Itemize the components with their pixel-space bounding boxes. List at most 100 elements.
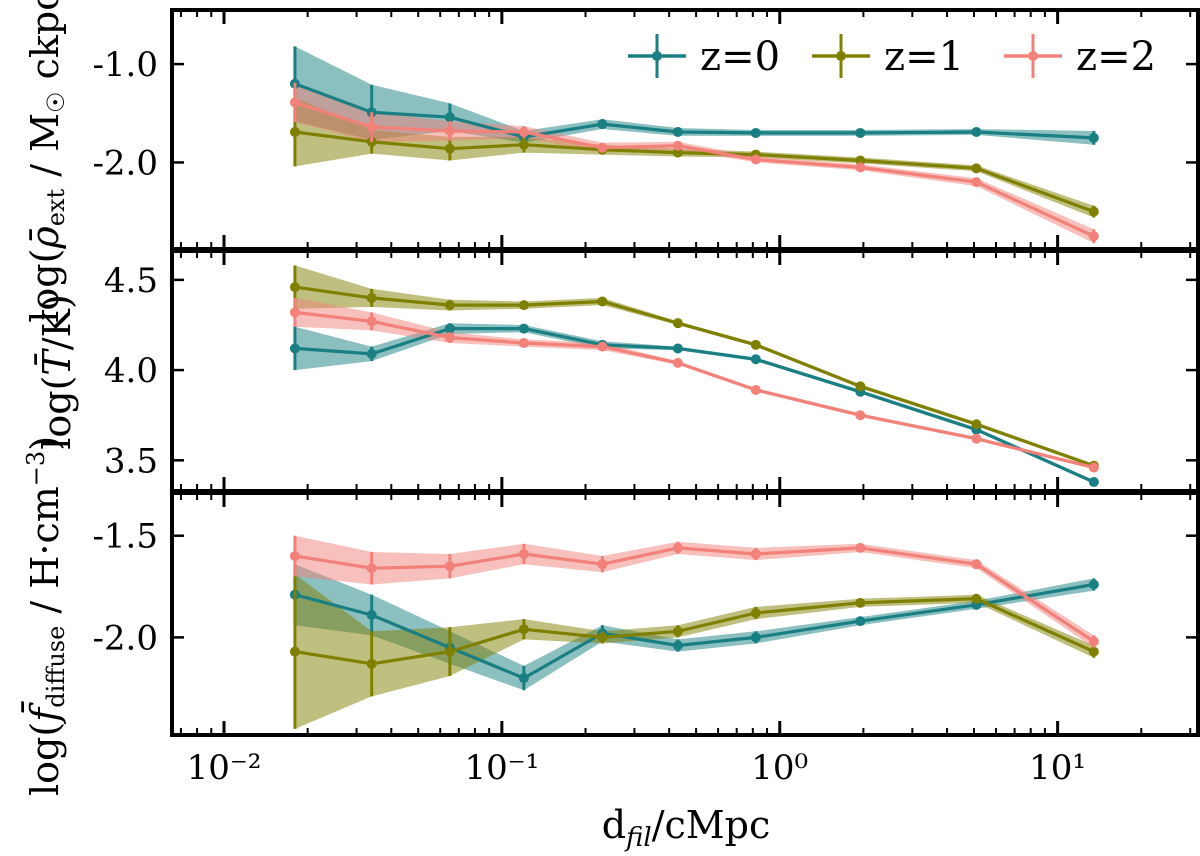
band-temp-z=2 [294, 297, 1094, 470]
point-rho-z=1 [672, 147, 683, 158]
point-rho-z=2 [1088, 231, 1099, 242]
line-rho-z=2 [294, 100, 1095, 238]
point-rho-z=2 [672, 140, 683, 151]
point-fdiffuse-z=1 [518, 624, 529, 635]
ytick-label-fdiffuse: -2.0 [92, 618, 158, 658]
point-rho-z=0 [597, 119, 608, 130]
point-rho-z=0 [1088, 132, 1099, 143]
point-temp-z=2 [366, 316, 377, 327]
point-temp-z=2 [971, 433, 982, 444]
point-temp-z=0 [289, 343, 300, 354]
point-temp-z=1 [855, 381, 866, 392]
ylabel-rho: log(ρ̄ext / M☉ ckpc−3) [23, 0, 70, 323]
point-rho-z=1 [1088, 206, 1099, 217]
point-fdiffuse-z=0 [1088, 579, 1099, 590]
ylabel-fdiffuse: log(f̄diffuse / H·cm−3) [22, 436, 70, 796]
point-fdiffuse-z=1 [1088, 646, 1099, 657]
legend-label-z=0: z=0 [700, 34, 780, 80]
point-temp-z=2 [672, 357, 683, 368]
point-fdiffuse-z=2 [366, 563, 377, 574]
frame-fdiffuse [170, 491, 1200, 737]
point-rho-z=0 [444, 112, 455, 123]
svg-text:log(f̄diffuse / H·cm−3): log(f̄diffuse / H·cm−3) [22, 436, 70, 796]
line-fdiffuse-z=0 [294, 582, 1095, 680]
point-fdiffuse-z=1 [289, 646, 300, 657]
legend-marker-z=2 [1028, 51, 1038, 61]
point-rho-z=0 [750, 127, 761, 138]
point-rho-z=1 [444, 143, 455, 154]
point-fdiffuse-z=0 [750, 632, 761, 643]
point-fdiffuse-z=0 [366, 610, 377, 621]
point-fdiffuse-z=1 [750, 607, 761, 618]
point-temp-z=1 [597, 296, 608, 307]
point-rho-z=2 [366, 122, 377, 133]
line-fdiffuse-z=1 [294, 597, 1095, 666]
band-fdiffuse-z=0 [294, 564, 1094, 691]
point-fdiffuse-z=0 [672, 640, 683, 651]
svg-text:log(T̄/K): log(T̄/K) [35, 294, 79, 450]
line-temp-z=2 [294, 310, 1095, 470]
band-temp-z=0 [294, 323, 1094, 484]
point-fdiffuse-z=2 [672, 542, 683, 553]
point-temp-z=1 [750, 339, 761, 350]
xtick-label: 10⁰ [751, 748, 808, 788]
point-fdiffuse-z=1 [366, 658, 377, 669]
point-fdiffuse-z=1 [855, 597, 866, 608]
point-temp-z=2 [518, 338, 529, 349]
point-temp-z=0 [672, 343, 683, 354]
ytick-label-rho: -1.0 [92, 45, 158, 85]
point-rho-z=1 [518, 139, 529, 150]
ytick-label-temp: 4.5 [104, 261, 158, 301]
point-fdiffuse-z=1 [597, 632, 608, 643]
band-rho-z=1 [294, 97, 1094, 218]
point-fdiffuse-z=1 [672, 626, 683, 637]
line-rho-z=1 [294, 130, 1095, 214]
point-rho-z=0 [855, 127, 866, 138]
ytick-label-fdiffuse: -1.5 [92, 517, 158, 557]
point-fdiffuse-z=2 [518, 549, 529, 560]
point-temp-z=0 [1088, 476, 1099, 487]
point-temp-z=2 [289, 307, 300, 318]
ytick-label-rho: -2.0 [92, 143, 158, 183]
point-rho-z=2 [971, 177, 982, 188]
point-temp-z=2 [444, 332, 455, 343]
point-temp-z=1 [444, 300, 455, 311]
point-rho-z=0 [971, 126, 982, 137]
point-fdiffuse-z=0 [855, 616, 866, 627]
point-temp-z=2 [750, 384, 761, 395]
point-rho-z=2 [750, 154, 761, 165]
point-fdiffuse-z=2 [597, 559, 608, 570]
point-rho-z=2 [597, 142, 608, 153]
tick-labels: -1.0 -2.0 4.5 4.0 3.5 -1.5 -2.0 10⁻² 10⁻¹ 10⁰ 10¹ [92, 45, 1086, 788]
point-temp-z=2 [1088, 462, 1099, 473]
point-rho-z=2 [855, 162, 866, 173]
point-temp-z=0 [518, 323, 529, 334]
point-temp-z=1 [366, 292, 377, 303]
legend-label-z=1: z=1 [884, 34, 964, 80]
point-temp-z=0 [366, 348, 377, 359]
line-temp-z=0 [294, 327, 1095, 484]
xtick-label: 10⁻² [187, 748, 262, 788]
point-rho-z=1 [289, 126, 300, 137]
line-rho-z=0 [294, 82, 1094, 140]
ytick-label-temp: 4.0 [104, 351, 158, 391]
point-temp-z=1 [971, 419, 982, 430]
series-lines [289, 46, 1099, 729]
point-rho-z=0 [672, 126, 683, 137]
point-temp-z=0 [444, 323, 455, 334]
point-fdiffuse-z=2 [444, 561, 455, 572]
point-fdiffuse-z=2 [750, 549, 761, 560]
xtick-label: 10⁻¹ [464, 748, 539, 788]
point-fdiffuse-z=2 [1088, 636, 1099, 647]
point-fdiffuse-z=0 [518, 673, 529, 684]
legend-marker-z=0 [652, 51, 662, 61]
point-temp-z=1 [518, 300, 529, 311]
point-fdiffuse-z=2 [855, 542, 866, 553]
line-temp-z=1 [294, 285, 1095, 468]
legend-marker-z=1 [836, 51, 846, 61]
point-temp-z=2 [855, 410, 866, 421]
point-rho-z=2 [444, 125, 455, 136]
ylabel-temp: log(T̄/K) [35, 294, 79, 450]
band-fdiffuse-z=2 [294, 535, 1094, 648]
